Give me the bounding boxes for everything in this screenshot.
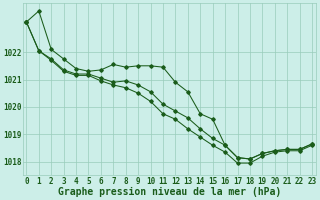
X-axis label: Graphe pression niveau de la mer (hPa): Graphe pression niveau de la mer (hPa) <box>58 187 281 197</box>
